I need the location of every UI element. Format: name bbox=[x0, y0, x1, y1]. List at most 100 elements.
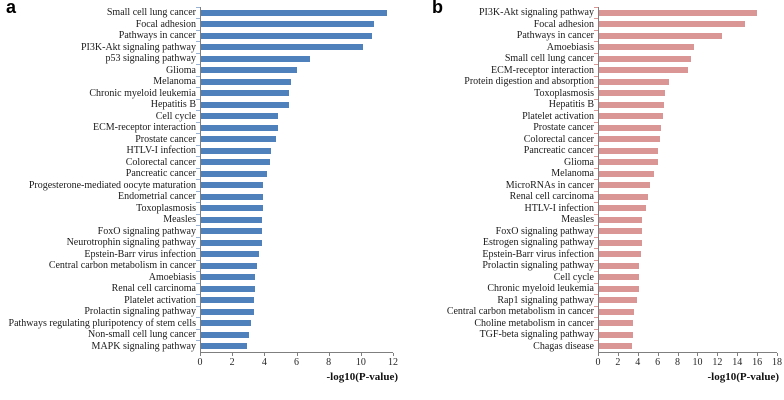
bar-track bbox=[196, 328, 393, 341]
x-tick-label: 4 bbox=[261, 357, 267, 368]
category-label: Prolactin signaling pathway bbox=[482, 260, 594, 271]
category-label: p53 signaling pathway bbox=[105, 53, 196, 64]
category-label: Toxoplasmosis bbox=[534, 87, 594, 99]
x-tick-mark bbox=[617, 353, 619, 356]
bar-row: Chronic myeloid leukemia bbox=[0, 87, 393, 99]
category-label: Colorectal cancer bbox=[523, 133, 594, 145]
category-label: Measles bbox=[163, 214, 196, 225]
bar-row: Prolactin signaling pathway bbox=[0, 305, 393, 318]
bar-row: Prolactin signaling pathway bbox=[392, 259, 777, 272]
bar-track bbox=[594, 75, 777, 88]
bar bbox=[599, 55, 691, 62]
bar-row: Amoebiasis bbox=[392, 41, 777, 53]
bar-row: Pathways regulating pluripotency of stem… bbox=[0, 317, 393, 329]
bar-track bbox=[594, 110, 777, 122]
category-label: Amoebiasis bbox=[148, 271, 196, 283]
bar-track bbox=[594, 156, 777, 168]
bar-row: MicroRNAs in cancer bbox=[392, 179, 777, 191]
category-label: Central carbon metabolism in cancer bbox=[48, 260, 196, 271]
category-label: Focal adhesion bbox=[533, 18, 594, 30]
category-label: Small cell lung cancer bbox=[504, 53, 594, 64]
bar-row: Epstein-Barr virus infection bbox=[392, 248, 777, 260]
category-label: Pathways in cancer bbox=[516, 30, 594, 41]
bar-row: Rap1 signaling pathway bbox=[392, 294, 777, 306]
category-label: MicroRNAs in cancer bbox=[505, 179, 594, 191]
bar bbox=[599, 78, 670, 85]
bar bbox=[599, 331, 633, 338]
bar bbox=[599, 170, 655, 177]
bar-row: Chagas disease bbox=[392, 340, 777, 352]
bar-track bbox=[594, 294, 777, 306]
category-label: Platelet activation bbox=[522, 110, 594, 122]
bar-row: Central carbon metabolism in cancer bbox=[0, 259, 393, 272]
bar bbox=[599, 228, 642, 235]
bar bbox=[201, 228, 262, 235]
x-tick-mark bbox=[757, 353, 759, 356]
bar-row: Melanoma bbox=[0, 75, 393, 88]
x-axis-b: 0 2 4 6 8 10 12 14 16 18 bbox=[595, 352, 782, 369]
bar bbox=[201, 21, 374, 28]
bar-row: Measles bbox=[0, 213, 393, 226]
bar bbox=[201, 170, 267, 177]
bar bbox=[599, 320, 633, 327]
category-label: FoxO signaling pathway bbox=[97, 225, 196, 237]
bar-track bbox=[594, 179, 777, 191]
bar bbox=[201, 205, 264, 212]
x-tick-label: 0 bbox=[197, 357, 203, 368]
bar bbox=[201, 124, 278, 131]
category-label: Toxoplasmosis bbox=[136, 202, 196, 214]
bars-area-a: Small cell lung cancer Focal adhesion Path… bbox=[0, 6, 393, 352]
bar bbox=[201, 147, 272, 154]
x-tick-mark bbox=[637, 353, 639, 356]
bar-track bbox=[594, 225, 777, 237]
x-tick-mark bbox=[697, 353, 699, 356]
bar bbox=[201, 55, 310, 62]
category-label: Pancreatic cancer bbox=[523, 145, 594, 156]
bar-track bbox=[196, 248, 393, 260]
bar-track bbox=[594, 259, 777, 272]
x-tick-label: 4 bbox=[635, 357, 641, 368]
x-tick-mark bbox=[264, 353, 266, 356]
category-label: Rap1 signaling pathway bbox=[497, 294, 594, 306]
bar-row: Platelet activation bbox=[0, 294, 393, 306]
bar-track bbox=[594, 328, 777, 341]
bar-track bbox=[594, 52, 777, 65]
category-label: Epstein-Barr virus infection bbox=[84, 248, 196, 260]
bar bbox=[599, 262, 639, 269]
bar bbox=[599, 343, 632, 350]
category-label: Melanoma bbox=[153, 76, 196, 87]
bar bbox=[599, 251, 641, 258]
bar-row: TGF-beta signaling pathway bbox=[392, 328, 777, 341]
category-label: Prostate cancer bbox=[135, 133, 196, 145]
category-label: Melanoma bbox=[551, 168, 594, 179]
bar bbox=[599, 67, 688, 74]
category-label: Endometrial cancer bbox=[117, 191, 196, 202]
category-label: Small cell lung cancer bbox=[106, 7, 196, 18]
bar-row: PI3K-Akt signaling pathway bbox=[392, 6, 777, 19]
category-label: PI3K-Akt signaling pathway bbox=[479, 7, 594, 18]
category-label: Glioma bbox=[166, 64, 196, 76]
bar bbox=[201, 193, 264, 200]
bar bbox=[201, 9, 387, 16]
category-label: Hepatitis B bbox=[548, 99, 594, 110]
bar-row: HTLV-I infection bbox=[0, 144, 393, 157]
bar bbox=[599, 182, 651, 189]
bar-track bbox=[196, 121, 393, 134]
category-label: Prostate cancer bbox=[533, 122, 594, 133]
bar-track bbox=[196, 98, 393, 111]
bar bbox=[201, 331, 249, 338]
bar bbox=[599, 285, 639, 292]
bar-track bbox=[594, 144, 777, 157]
x-tick-mark bbox=[200, 353, 201, 356]
x-tick-label: 0 bbox=[595, 357, 601, 368]
bar-row: Measles bbox=[392, 213, 777, 226]
bar-row: Hepatitis B bbox=[0, 98, 393, 111]
bar-row: HTLV-I infection bbox=[392, 202, 777, 214]
x-axis-title-a: -log10(P-value) bbox=[326, 371, 398, 383]
bar bbox=[201, 159, 270, 166]
x-tick-label: 16 bbox=[752, 357, 763, 368]
bar-track bbox=[196, 202, 393, 214]
x-axis-title-b: -log10(P-value) bbox=[707, 371, 779, 383]
bar-row: Pathways in cancer bbox=[392, 29, 777, 42]
category-label: Progesterone-mediated oocyte maturation bbox=[28, 179, 196, 191]
